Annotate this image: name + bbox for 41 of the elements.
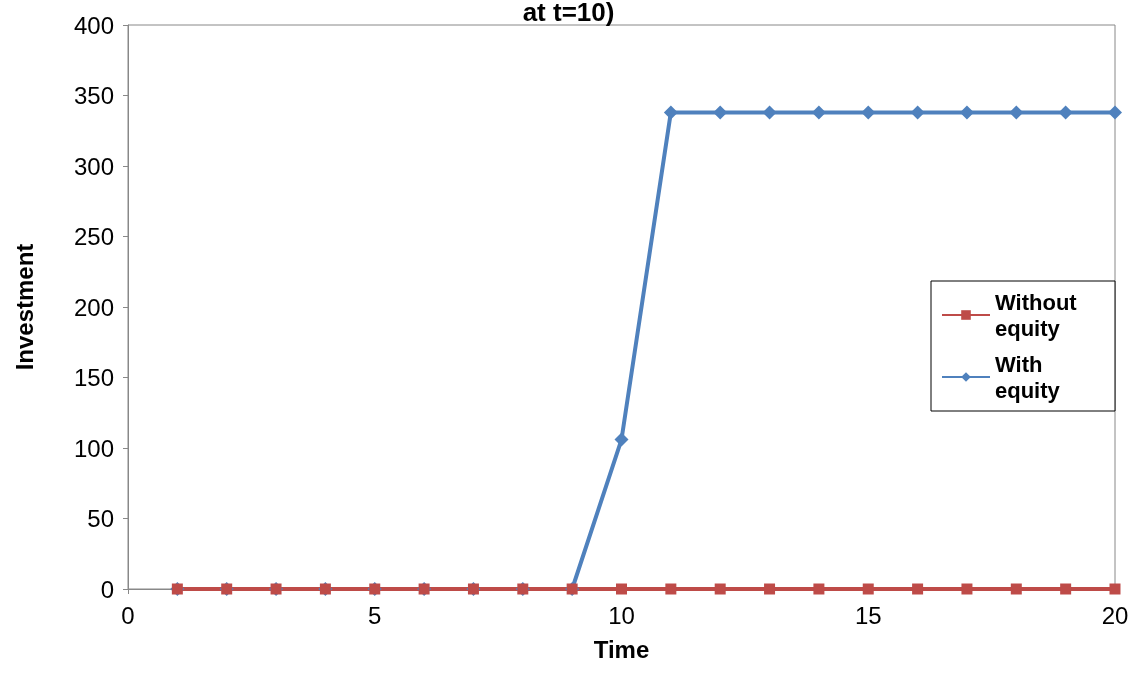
point — [811, 105, 826, 120]
point — [665, 583, 677, 595]
chart-title: at t=10) — [522, 0, 615, 27]
y-tick-label: 350 — [73, 82, 114, 109]
point — [1060, 583, 1072, 595]
point — [1109, 583, 1121, 595]
point — [1009, 105, 1024, 120]
point — [714, 583, 726, 595]
point — [764, 583, 776, 595]
point — [713, 105, 728, 120]
x-tick-label: 5 — [368, 601, 382, 629]
point — [1108, 105, 1122, 120]
point — [861, 105, 876, 120]
y-tick-label: 50 — [87, 505, 114, 532]
point — [813, 583, 825, 595]
point — [1010, 583, 1022, 595]
point — [1058, 105, 1073, 120]
point — [616, 583, 627, 595]
y-tick-label: 300 — [73, 152, 114, 180]
legend-label: Without equity — [995, 289, 1083, 341]
x-tick-label: 15 — [854, 601, 882, 629]
point — [762, 105, 777, 120]
y-tick-label: 100 — [73, 434, 114, 462]
y-tick-label: 150 — [73, 364, 114, 391]
point — [614, 432, 629, 447]
x-axis-title: Time — [593, 635, 650, 663]
point — [912, 583, 924, 595]
point — [663, 105, 678, 120]
y-axis-title: Investment — [10, 243, 38, 371]
point — [961, 583, 973, 595]
point — [910, 105, 925, 120]
x-tick-label: 10 — [608, 601, 635, 629]
y-tick-label: 0 — [100, 575, 114, 603]
point — [862, 583, 874, 595]
x-tick-label: 0 — [121, 601, 135, 629]
point — [959, 105, 974, 120]
y-tick-label: 200 — [73, 293, 114, 321]
y-tick-label: 250 — [73, 223, 114, 250]
x-tick-label: 20 — [1101, 601, 1129, 629]
legend-label: With equity — [995, 351, 1061, 403]
y-tick-label: 400 — [73, 11, 114, 39]
